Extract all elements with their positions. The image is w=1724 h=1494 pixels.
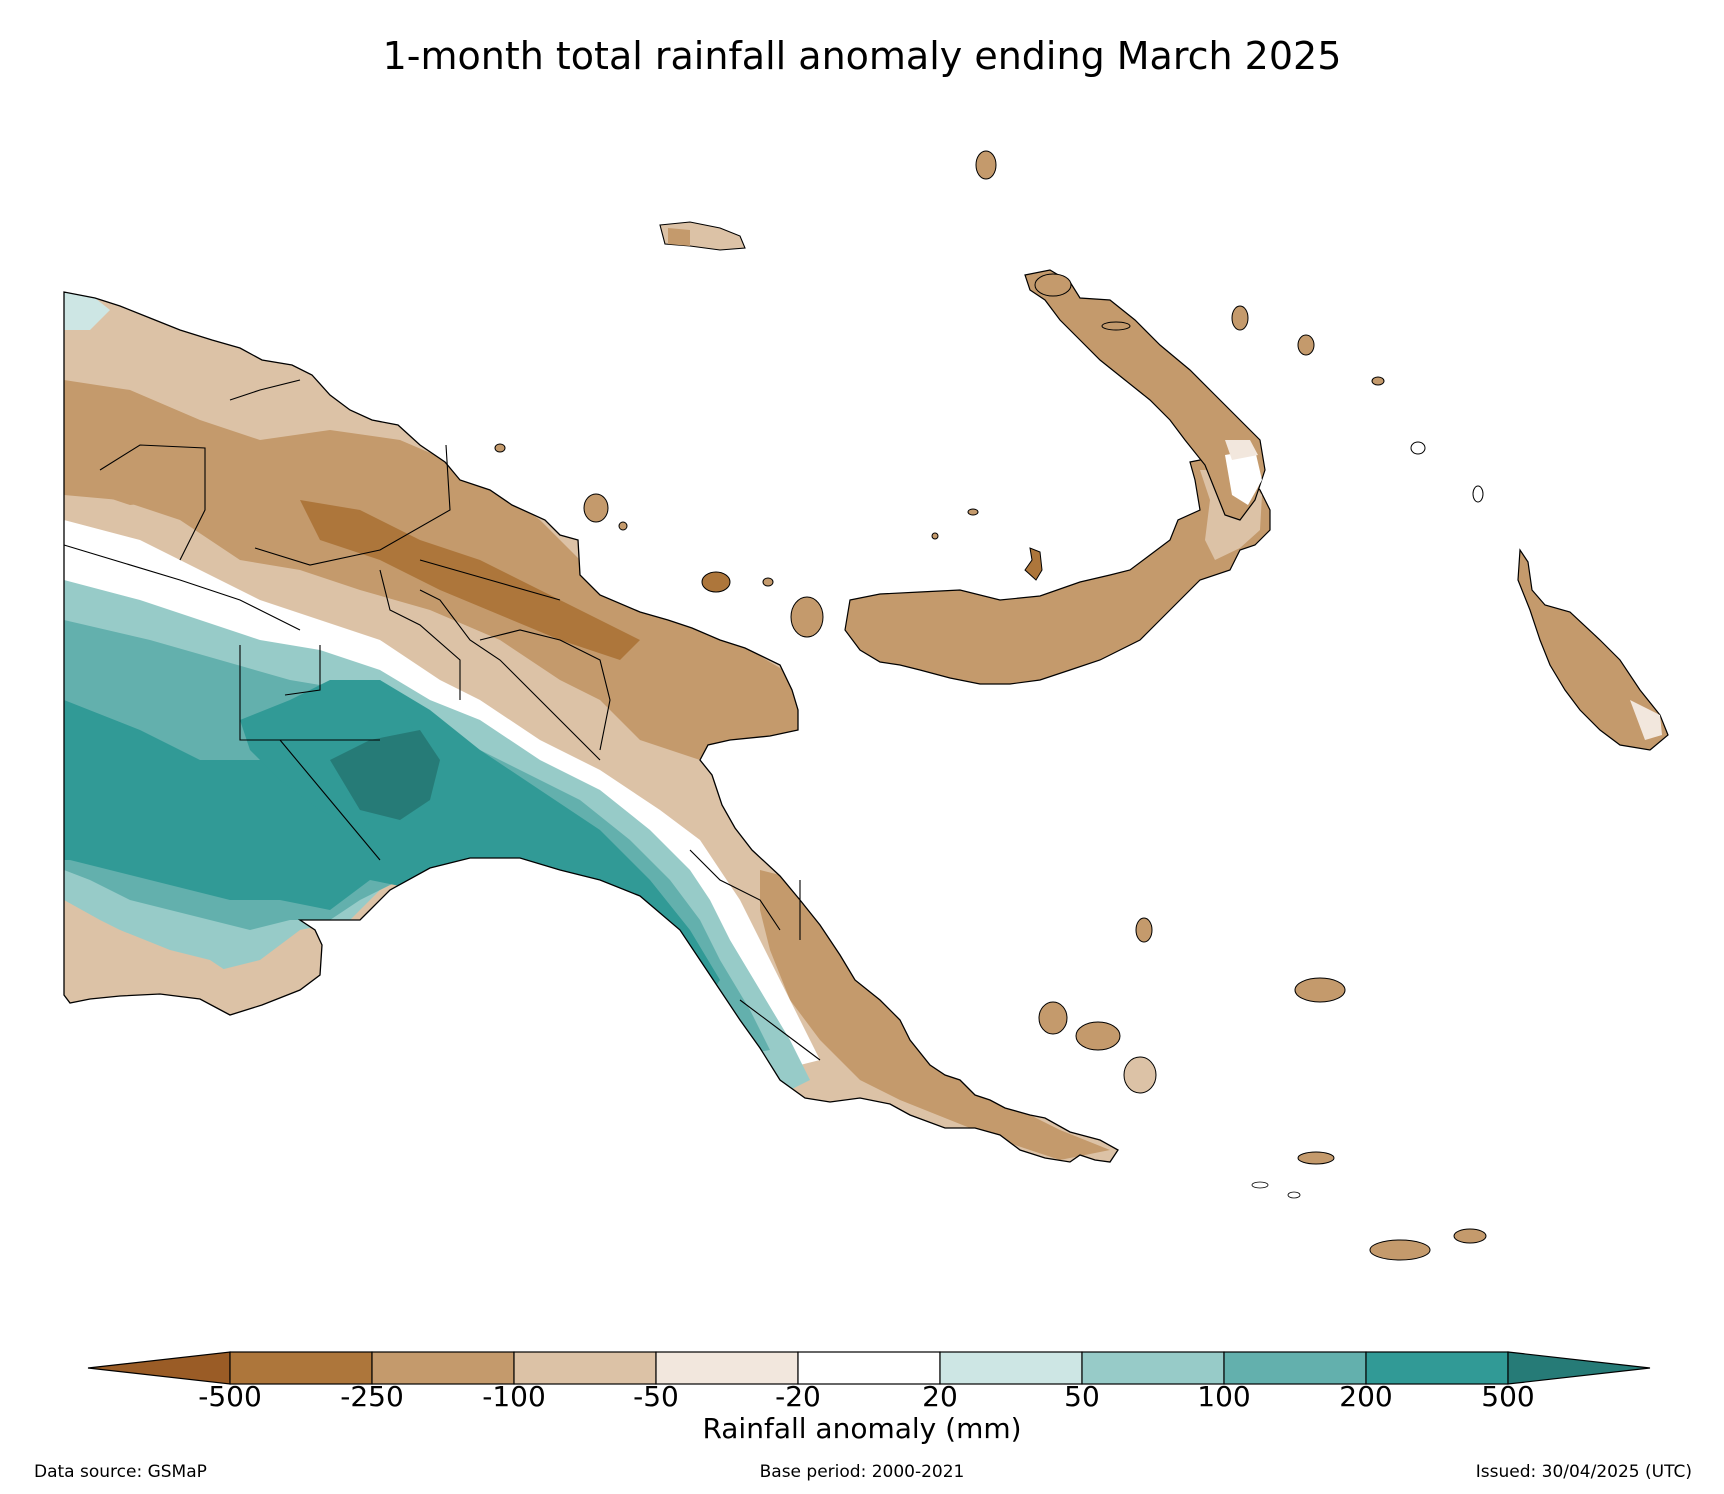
map-title: 1-month total rainfall anomaly ending Ma… bbox=[382, 34, 1342, 78]
issued-date-note: Issued: 30/04/2025 (UTC) bbox=[1475, 1462, 1692, 1482]
colorbar-bin-9 bbox=[1365, 1351, 1509, 1385]
colorbar-tick: -100 bbox=[482, 1380, 546, 1413]
colorbar-high-extension bbox=[1507, 1351, 1651, 1385]
province-boundaries bbox=[63, 379, 821, 1061]
colorbar-bin-1 bbox=[229, 1351, 373, 1385]
colorbar-bin-5 bbox=[797, 1351, 941, 1385]
colorbar-bin-4 bbox=[655, 1351, 799, 1385]
colorbar-tick: -500 bbox=[198, 1380, 262, 1413]
colorbar-bin-6 bbox=[939, 1351, 1083, 1385]
colorbar-bin-8 bbox=[1223, 1351, 1367, 1385]
data-source-note: Data source: GSMaP bbox=[34, 1462, 207, 1482]
colorbar-bin-7 bbox=[1081, 1351, 1225, 1385]
colorbar-tick: 20 bbox=[922, 1380, 958, 1413]
colorbar-tick: 200 bbox=[1339, 1380, 1393, 1413]
colorbar-tick: 100 bbox=[1197, 1380, 1251, 1413]
colorbar-tick: -20 bbox=[775, 1380, 821, 1413]
colorbar-tick: -250 bbox=[340, 1380, 404, 1413]
colorbar-tick: 50 bbox=[1064, 1380, 1100, 1413]
colorbar-label: Rainfall anomaly (mm) bbox=[702, 1412, 1022, 1445]
colorbar-tick: 500 bbox=[1481, 1380, 1535, 1413]
base-period-note: Base period: 2000-2021 bbox=[759, 1462, 965, 1482]
rainfall-anomaly-map bbox=[63, 150, 1669, 1261]
colorbar-tick: -50 bbox=[633, 1380, 679, 1413]
